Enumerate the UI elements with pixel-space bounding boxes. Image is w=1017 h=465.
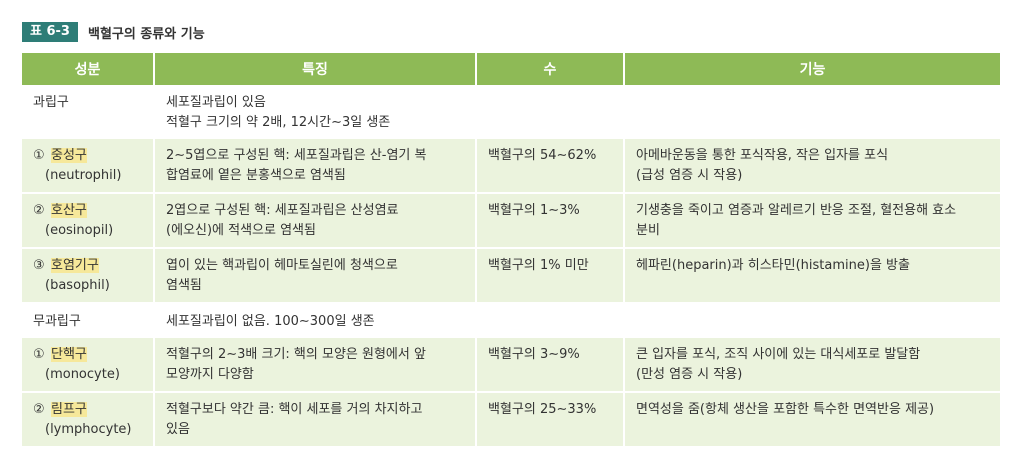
table-row: 과립구 세포질과립이 있음 적혈구 크기의 약 2배, 12시간∼3일 생존 <box>22 85 1000 139</box>
cell-type-name: 호염기구 <box>51 258 99 273</box>
count-cell: 백혈구의 1% 미만 <box>476 248 625 304</box>
header-row: 성분 특징 수 기능 <box>22 53 1000 85</box>
table-row: ① 중성구 (neutrophil) 2∼5엽으로 구성된 핵: 세포질과립은 산-… <box>22 139 1000 194</box>
cell-type-english: (basophil) <box>45 278 110 293</box>
item-number: ① <box>33 347 45 362</box>
header-count: 수 <box>476 53 625 85</box>
component-cell: 과립구 <box>22 85 155 139</box>
component-cell: ① 중성구 (neutrophil) <box>22 139 155 194</box>
white-blood-cell-table: 성분 특징 수 기능 과립구 세포질과립이 있음 적혈구 크기의 약 2배, 1… <box>22 53 1000 448</box>
count-cell: 백혈구의 54∼62% <box>476 139 625 194</box>
count-cell: 백혈구의 1∼3% <box>476 193 625 249</box>
header-component: 성분 <box>22 53 155 85</box>
feature-cell: 세포질과립이 있음 적혈구 크기의 약 2배, 12시간∼3일 생존 <box>154 85 477 139</box>
cell-type-name: 중성구 <box>51 148 87 163</box>
table-caption: 표 6-3 백혈구의 종류와 기능 <box>22 22 205 42</box>
header-function: 기능 <box>624 53 1000 85</box>
cell-type-english: (neutrophil) <box>45 168 122 183</box>
cell-type-english: (eosinopil) <box>45 223 114 238</box>
table-row: 무과립구 세포질과립이 없음. 100∼300일 생존 <box>22 303 1000 338</box>
count-cell <box>476 85 625 139</box>
table-row: ① 단핵구 (monocyte) 적혈구의 2∼3배 크기: 핵의 모양은 원형에서… <box>22 338 1000 393</box>
item-number: ② <box>33 402 45 417</box>
count-cell: 백혈구의 25∼33% <box>476 392 625 448</box>
count-cell <box>476 303 625 338</box>
component-cell: ③ 호염기구 (basophil) <box>22 248 155 304</box>
component-cell: ② 호산구 (eosinopil) <box>22 193 155 249</box>
feature-cell: 세포질과립이 없음. 100∼300일 생존 <box>154 303 477 338</box>
count-cell: 백혈구의 3∼9% <box>476 338 625 393</box>
function-cell: 기생충을 죽이고 염증과 알레르기 반응 조절, 혈전용해 효소 분비 <box>624 193 1000 249</box>
feature-cell: 적혈구의 2∼3배 크기: 핵의 모양은 원형에서 앞 모양까지 다양함 <box>154 338 477 393</box>
table-title: 백혈구의 종류와 기능 <box>87 26 205 42</box>
table-row: ② 림프구 (lymphocyte) 적혈구보다 약간 큼: 핵이 세포를 거의 차… <box>22 392 1000 448</box>
item-number: ③ <box>33 258 45 273</box>
component-cell: ② 림프구 (lymphocyte) <box>22 392 155 448</box>
cell-type-name: 단핵구 <box>51 347 87 362</box>
function-cell: 큰 입자를 포식, 조직 사이에 있는 대식세포로 발달함 (만성 염증 시 작… <box>624 338 1000 393</box>
item-number: ① <box>33 148 45 163</box>
header-feature: 특징 <box>154 53 477 85</box>
feature-cell: 2∼5엽으로 구성된 핵: 세포질과립은 산-염기 복 합염료에 옅은 분홍색으… <box>154 139 477 194</box>
cell-type-name: 호산구 <box>51 203 87 218</box>
feature-cell: 엽이 있는 핵과립이 헤마토실린에 청색으로 염색됨 <box>154 248 477 304</box>
table-row: ② 호산구 (eosinopil) 2엽으로 구성된 핵: 세포질과립은 산성염료 … <box>22 193 1000 249</box>
function-cell <box>624 85 1000 139</box>
cell-type-english: (lymphocyte) <box>45 422 132 437</box>
item-number: ② <box>33 203 45 218</box>
function-cell: 헤파린(heparin)과 히스타민(histamine)을 방출 <box>624 248 1000 304</box>
table-number-badge: 표 6-3 <box>22 22 78 42</box>
cell-type-name: 림프구 <box>51 402 87 417</box>
feature-cell: 적혈구보다 약간 큼: 핵이 세포를 거의 차지하고 있음 <box>154 392 477 448</box>
function-cell: 아메바운동을 통한 포식작용, 작은 입자를 포식 (급성 염증 시 작용) <box>624 139 1000 194</box>
function-cell: 면역성을 줌(항체 생산을 포함한 특수한 면역반응 제공) <box>624 392 1000 448</box>
table-row: ③ 호염기구 (basophil) 엽이 있는 핵과립이 헤마토실린에 청색으로 염… <box>22 248 1000 304</box>
component-cell: 무과립구 <box>22 303 155 338</box>
component-cell: ① 단핵구 (monocyte) <box>22 338 155 393</box>
cell-type-english: (monocyte) <box>45 367 120 382</box>
function-cell <box>624 303 1000 338</box>
feature-cell: 2엽으로 구성된 핵: 세포질과립은 산성염료 (에오신)에 적색으로 염색됨 <box>154 193 477 249</box>
